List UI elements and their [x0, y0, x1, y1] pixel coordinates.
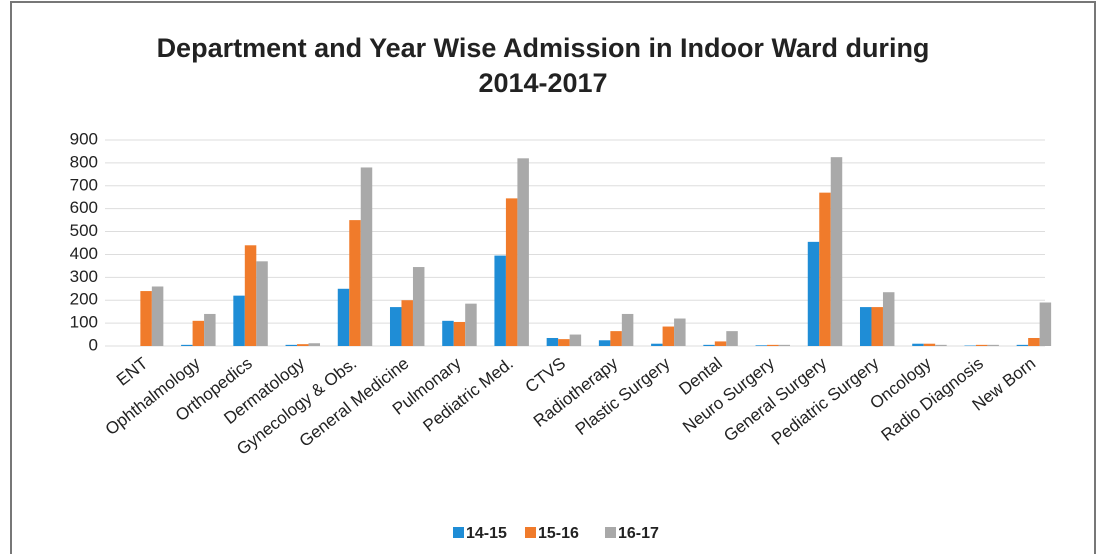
bar	[779, 345, 790, 346]
y-tick-label: 100	[70, 313, 98, 332]
bar	[465, 304, 476, 346]
y-tick-label: 600	[70, 198, 98, 217]
bar	[651, 344, 662, 346]
bar	[361, 167, 372, 346]
bar	[152, 286, 163, 346]
bar	[338, 289, 349, 346]
x-tick-label: Pediatric Med.	[420, 354, 517, 436]
bar	[494, 256, 505, 346]
bar	[204, 314, 215, 346]
y-tick-label: 400	[70, 244, 98, 263]
x-tick-label: Plastic Surgery	[572, 353, 674, 439]
x-tick-label: ENT	[113, 354, 151, 390]
bar	[674, 319, 685, 346]
bar	[256, 261, 267, 346]
y-tick-label: 0	[89, 335, 98, 354]
bar	[245, 245, 256, 346]
bar	[860, 307, 871, 346]
bar	[454, 322, 465, 346]
y-tick-label: 800	[70, 152, 98, 171]
bar	[309, 343, 320, 346]
chart-title: Department and Year Wise Admission in In…	[157, 33, 930, 98]
bar	[401, 300, 412, 346]
legend-label: 15-16	[538, 525, 579, 542]
bar	[819, 193, 830, 346]
bar	[558, 339, 569, 346]
bar	[349, 220, 360, 346]
y-tick-label: 300	[70, 267, 98, 286]
bar	[506, 198, 517, 346]
bar	[442, 321, 453, 346]
y-tick-label: 200	[70, 290, 98, 309]
bar	[181, 345, 192, 346]
bar	[808, 242, 819, 346]
bar	[1017, 345, 1028, 346]
bar	[756, 345, 767, 346]
bar	[140, 291, 151, 346]
bar	[599, 340, 610, 346]
bar	[987, 345, 998, 346]
bar	[193, 321, 204, 346]
legend-swatch	[453, 527, 464, 538]
bar	[413, 267, 424, 346]
y-tick-label: 500	[70, 221, 98, 240]
bar	[831, 157, 842, 346]
bar	[1040, 303, 1051, 346]
bar	[726, 331, 737, 346]
bar	[883, 292, 894, 346]
bar	[715, 341, 726, 346]
bar	[703, 345, 714, 346]
legend-swatch	[525, 527, 536, 538]
bar	[547, 338, 558, 346]
y-tick-label: 700	[70, 175, 98, 194]
bar	[924, 344, 935, 346]
bar	[622, 314, 633, 346]
bar	[517, 158, 528, 346]
bar	[912, 344, 923, 346]
bar	[570, 335, 581, 346]
bar	[297, 344, 308, 346]
bar	[1028, 338, 1039, 346]
bar	[233, 296, 244, 346]
bar	[286, 345, 297, 346]
bar	[935, 345, 946, 346]
legend-label: 16-17	[618, 525, 659, 542]
legend-label: 14-15	[466, 525, 507, 542]
y-tick-label: 900	[70, 129, 98, 148]
legend-swatch	[605, 527, 616, 538]
bar	[976, 345, 987, 346]
bar	[610, 331, 621, 346]
bar	[390, 307, 401, 346]
bar	[663, 327, 674, 346]
bar	[767, 345, 778, 346]
bar	[871, 307, 882, 346]
